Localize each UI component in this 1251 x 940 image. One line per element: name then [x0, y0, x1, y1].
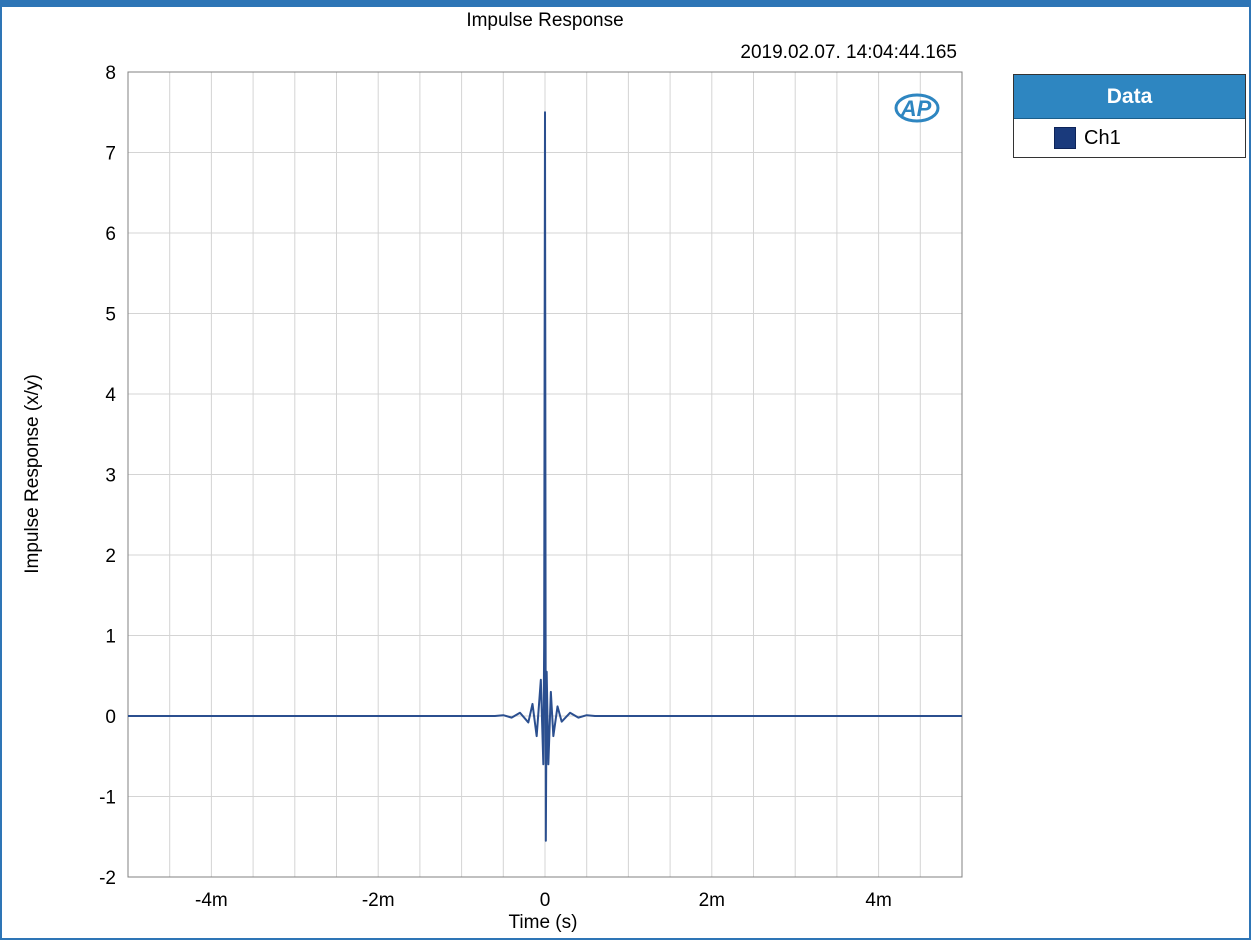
x-tick-label: 2m	[699, 890, 725, 911]
y-tick-label: 2	[105, 546, 116, 567]
ap-logo: AP	[894, 93, 940, 123]
y-tick-label: 0	[105, 707, 116, 728]
plot-area	[127, 71, 963, 878]
series-layer	[128, 111, 962, 842]
legend-swatch	[1054, 127, 1076, 149]
x-tick-label: 4m	[865, 890, 891, 911]
y-tick-label: 7	[105, 144, 116, 165]
y-tick-label: 3	[105, 466, 116, 487]
y-tick-label: -2	[99, 868, 116, 889]
y-tick-labels: 8 7 6 5 4 3 2 1 0 -1 -2	[99, 63, 116, 889]
legend-panel: Data Ch1	[1013, 74, 1246, 158]
series-line-ch1	[128, 111, 962, 842]
x-tick-label: -2m	[362, 890, 395, 911]
x-tick-labels: -4m -2m 0 2m 4m	[195, 890, 892, 911]
chart-title: Impulse Response	[466, 10, 623, 31]
y-tick-label: -1	[99, 788, 116, 809]
y-tick-label: 8	[105, 63, 116, 84]
y-tick-label: 1	[105, 627, 116, 648]
y-axis-label: Impulse Response (x/y)	[22, 374, 43, 574]
legend-item-ch1[interactable]: Ch1	[1014, 119, 1245, 151]
legend-title: Data	[1014, 75, 1245, 119]
x-tick-label: 0	[540, 890, 551, 911]
y-tick-label: 5	[105, 305, 116, 326]
x-tick-label: -4m	[195, 890, 228, 911]
window-title-strip	[0, 0, 1251, 7]
ap-logo-text: AP	[900, 96, 932, 121]
y-tick-label: 4	[105, 385, 116, 406]
x-axis-label: Time (s)	[509, 912, 578, 933]
chart-timestamp: 2019.02.07. 14:04:44.165	[740, 42, 957, 63]
legend-item-label: Ch1	[1084, 126, 1121, 149]
y-tick-label: 6	[105, 224, 116, 245]
